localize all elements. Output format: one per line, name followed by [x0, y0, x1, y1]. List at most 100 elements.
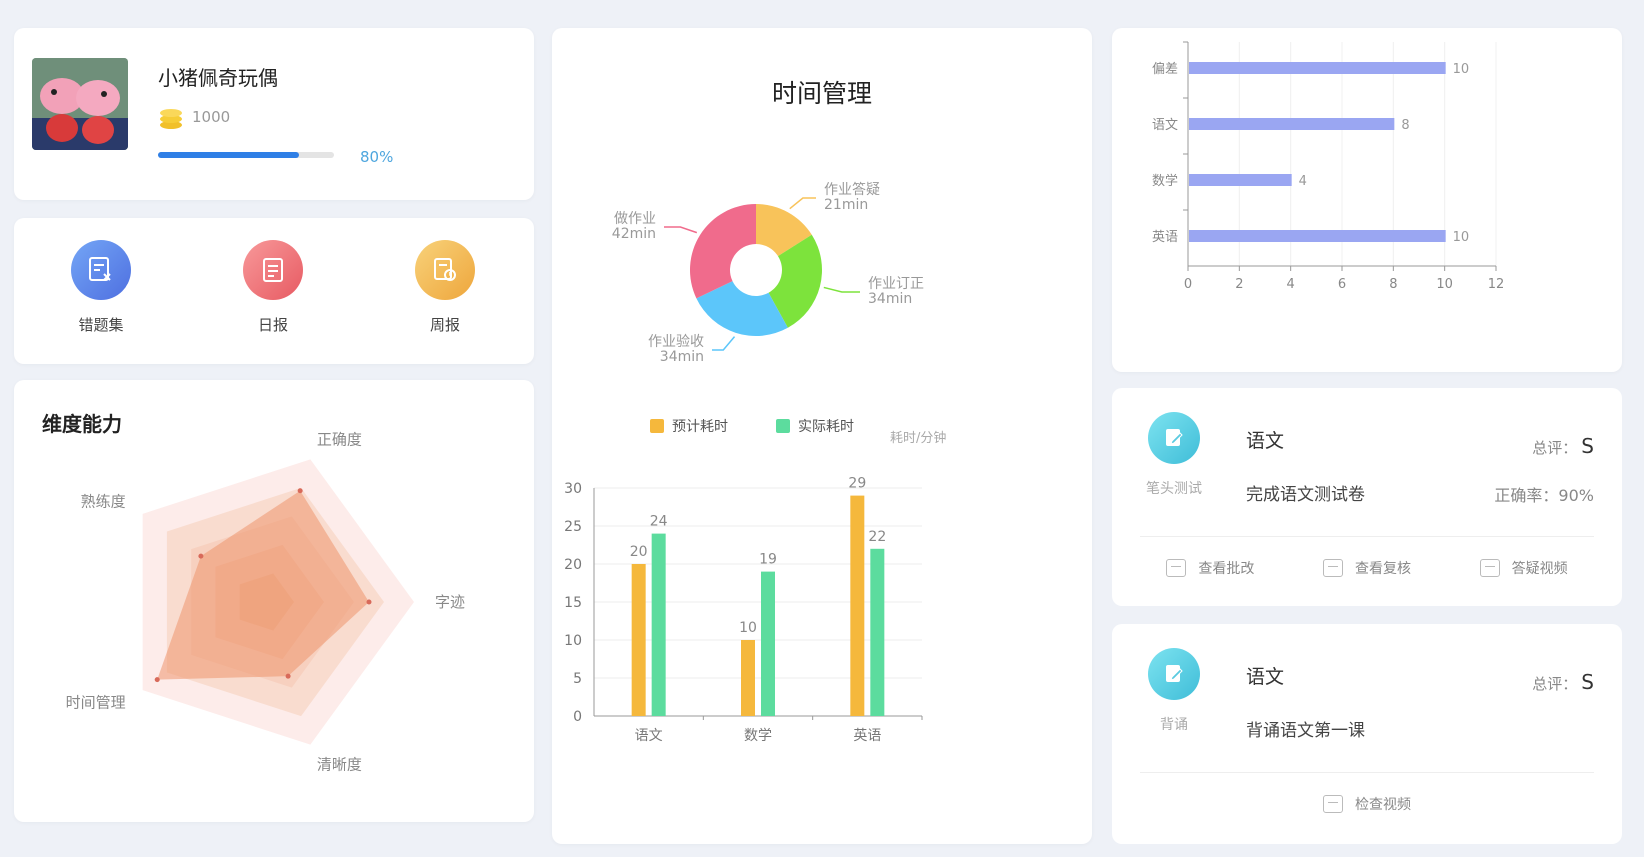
bar-value-label: 29 — [848, 476, 866, 492]
bar — [741, 640, 755, 716]
radar-axis-label: 字迹 — [435, 593, 465, 611]
shortcut-error-book[interactable]: 错题集 — [46, 240, 156, 335]
task-actions: 查看批改 查看复核 答疑视频 — [1112, 558, 1622, 578]
donut-value-label: 21min — [824, 197, 868, 213]
donut-label: 做作业 — [614, 211, 656, 227]
radar-point — [154, 677, 160, 683]
coin-balance: 1000 — [192, 108, 231, 126]
y-tick-label: 10 — [564, 633, 582, 649]
radar-axis-label: 时间管理 — [66, 694, 126, 712]
error-book-icon — [71, 240, 131, 300]
bar — [850, 495, 865, 716]
bar — [1189, 118, 1395, 130]
bar — [1189, 62, 1446, 74]
bar-value-label: 8 — [1401, 118, 1409, 133]
y-axis-unit-label: 耗时/分钟 — [890, 430, 946, 446]
edit-doc-icon — [1148, 412, 1200, 464]
view-review-button[interactable]: 查看复核 — [1322, 558, 1411, 578]
y-tick-label: 数学 — [1152, 173, 1178, 189]
legend-label: 预计耗时 — [672, 419, 728, 435]
progress-percent: 80% — [360, 148, 394, 166]
task-card[interactable]: 背诵 语文 背诵语文第一课 总评： S 检查视频 — [1112, 624, 1622, 844]
time-title: 时间管理 — [771, 79, 872, 108]
y-tick-label: 25 — [564, 519, 582, 535]
x-tick-label: 6 — [1338, 277, 1346, 292]
task-actions: 检查视频 — [1112, 794, 1622, 814]
radar-point — [285, 673, 291, 679]
legend-swatch — [650, 419, 664, 433]
x-tick-label: 0 — [1184, 277, 1192, 292]
bar — [761, 571, 775, 716]
qa-video-button[interactable]: 答疑视频 — [1479, 558, 1568, 578]
legend-label: 实际耗时 — [798, 419, 854, 435]
donut-slice — [696, 281, 788, 337]
radar-axis-label: 清晰度 — [317, 756, 362, 774]
view-grading-button[interactable]: 查看批改 — [1166, 558, 1254, 578]
y-tick-label: 英语 — [1152, 230, 1178, 245]
x-tick-label: 英语 — [853, 727, 881, 744]
video-icon — [1323, 795, 1343, 813]
donut-leader-line — [823, 286, 860, 293]
x-tick-label: 语文 — [635, 728, 663, 744]
divider — [1140, 536, 1594, 537]
bar — [870, 548, 885, 716]
profile-card: 小猪佩奇玩偶 1000 80% — [14, 28, 534, 200]
task-score: 总评： S — [1532, 670, 1594, 694]
donut-label: 作业订正 — [868, 276, 924, 292]
bar-value-label: 19 — [759, 552, 777, 568]
bar-value-label: 10 — [739, 620, 757, 636]
legend-swatch — [776, 419, 790, 433]
x-tick-label: 4 — [1287, 277, 1295, 292]
task-description: 完成语文测试卷 — [1246, 485, 1365, 505]
review-icon — [1322, 559, 1343, 577]
progress-bar — [158, 152, 334, 158]
progress-bar-fill — [158, 152, 299, 158]
donut-leader-line — [789, 197, 816, 210]
score-label: 总评： — [1532, 675, 1578, 693]
radar-axis-label: 正确度 — [317, 430, 362, 448]
donut-label: 作业答疑 — [824, 181, 880, 198]
bar — [651, 533, 666, 716]
shortcut-label: 周报 — [429, 316, 460, 334]
task-tag: 背诵 — [1160, 717, 1188, 733]
donut-value-label: 42min — [612, 226, 656, 242]
task-card[interactable]: 笔头测试 语文 完成语文测试卷 总评： S 正确率：90% 查看批改 查看复核 答… — [1112, 388, 1622, 606]
task-description: 背诵语文第一课 — [1246, 721, 1365, 741]
y-tick-label: 0 — [573, 709, 582, 725]
donut-leader-line — [664, 226, 698, 234]
y-tick-label: 5 — [573, 671, 582, 687]
donut-slice — [768, 234, 822, 328]
daily-report-icon — [243, 240, 303, 300]
donut-slice — [690, 204, 756, 299]
bar-value-label: 20 — [630, 544, 648, 560]
bar-value-label: 10 — [1453, 230, 1470, 245]
check-video-button[interactable]: 检查视频 — [1323, 794, 1411, 814]
donut-slice — [756, 204, 812, 257]
action-label: 查看复核 — [1354, 561, 1411, 577]
donut-leader-line — [712, 336, 736, 351]
action-label: 答疑视频 — [1511, 561, 1568, 577]
score-value: S — [1581, 434, 1594, 458]
y-tick-label: 偏差 — [1152, 62, 1178, 77]
radar-title: 维度能力 — [42, 412, 122, 436]
task-subject: 语文 — [1246, 666, 1285, 688]
x-tick-label: 2 — [1235, 277, 1243, 292]
score-label: 总评： — [1532, 439, 1578, 457]
bar-value-label: 24 — [650, 514, 668, 530]
shortcut-label: 错题集 — [78, 316, 124, 334]
donut-value-label: 34min — [660, 349, 704, 365]
donut-label: 作业验收 — [648, 334, 704, 350]
shortcut-weekly-report[interactable]: 周报 — [390, 240, 500, 335]
x-tick-label: 10 — [1436, 277, 1453, 292]
weekly-report-icon — [415, 240, 475, 300]
radar-card: 维度能力 正确度字迹清晰度 时间管理 熟练度 — [14, 380, 534, 822]
task-accuracy: 正确率：90% — [1494, 486, 1594, 505]
shortcut-daily-report[interactable]: 日报 — [218, 240, 328, 335]
task-tag: 笔头测试 — [1146, 481, 1202, 497]
task-score: 总评： S — [1532, 434, 1594, 458]
video-icon — [1479, 559, 1500, 577]
y-tick-label: 20 — [564, 557, 582, 573]
avatar[interactable] — [32, 58, 128, 150]
radar-axis-label: 熟练度 — [81, 492, 126, 510]
